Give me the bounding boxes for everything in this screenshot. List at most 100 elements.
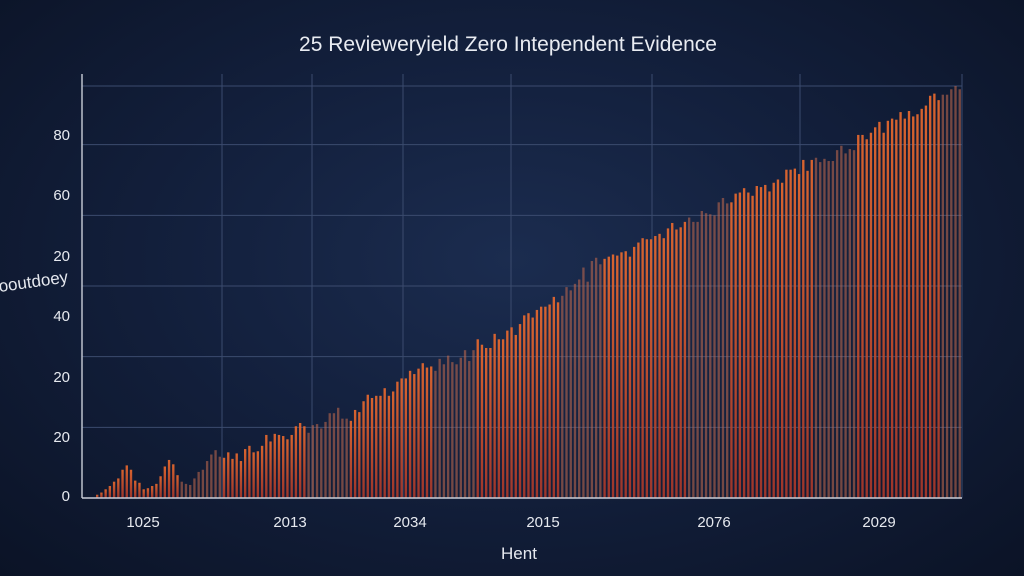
bar [400, 378, 403, 498]
x-tick-label: 2029 [862, 514, 895, 531]
bar [527, 313, 530, 498]
bar [624, 251, 627, 498]
bar [578, 279, 581, 498]
bar [455, 364, 458, 498]
bar [468, 361, 471, 498]
bar [937, 100, 940, 498]
bar [375, 395, 378, 498]
bar [848, 149, 851, 499]
bar [738, 192, 742, 498]
bar [654, 236, 657, 498]
bar [628, 256, 632, 498]
bar [607, 256, 610, 498]
bar [924, 105, 928, 498]
bar [789, 169, 792, 498]
bar [391, 391, 395, 498]
bar [518, 324, 522, 498]
bar [501, 339, 505, 498]
bar [814, 157, 818, 498]
x-tick-label: 2034 [393, 514, 426, 531]
bar [197, 471, 200, 498]
bar [552, 296, 556, 498]
bar [747, 192, 750, 498]
bar [387, 395, 391, 498]
bar [709, 214, 712, 498]
bar [933, 93, 936, 499]
bar [134, 480, 137, 498]
bar [459, 357, 462, 498]
bar [514, 334, 517, 498]
bar [324, 421, 327, 498]
bar [497, 339, 501, 498]
bar [802, 159, 805, 499]
bar [586, 281, 589, 498]
bar [142, 489, 145, 498]
bar [857, 134, 860, 499]
bar [163, 466, 167, 498]
bar [506, 330, 509, 498]
bar [489, 347, 492, 498]
bar [485, 347, 488, 498]
bar [430, 366, 433, 498]
bar [556, 302, 560, 498]
bar [666, 228, 670, 498]
bar [121, 469, 124, 498]
bar [844, 153, 847, 498]
bar [687, 217, 691, 499]
bar [269, 441, 272, 498]
bar [764, 184, 767, 499]
bar [379, 395, 382, 498]
bar [328, 413, 331, 498]
bar [662, 238, 665, 498]
x-axis-label: Hent [501, 544, 537, 563]
bar [958, 89, 961, 498]
bar [730, 202, 733, 498]
y-tick-label: 20 [53, 248, 70, 265]
bar [282, 436, 285, 498]
bar [294, 426, 298, 498]
bar [903, 118, 906, 499]
bar [523, 315, 526, 498]
bar [772, 182, 775, 498]
bar [138, 482, 141, 498]
bar [277, 434, 281, 498]
y-tick-label: 20 [53, 429, 70, 446]
bar [941, 94, 945, 498]
bar [303, 426, 306, 498]
bar [620, 252, 623, 498]
bar [108, 486, 112, 498]
bar [603, 258, 606, 498]
bar [493, 333, 496, 498]
bar [759, 187, 763, 498]
bar [96, 494, 99, 498]
bar [184, 483, 188, 498]
y-axis-label: Cooutdoey [0, 267, 70, 297]
bar [425, 367, 429, 498]
bar [683, 221, 687, 498]
bar [882, 132, 885, 499]
bar [298, 422, 302, 498]
y-tick-label: 0 [62, 488, 70, 505]
y-tick-label: 80 [53, 127, 70, 144]
y-tick-labels: 0 20 20 40 20 60 80 [53, 127, 70, 505]
bar [531, 317, 534, 498]
bar [776, 179, 780, 499]
x-tick-labels: 1025 2013 2034 2015 2076 2029 [126, 514, 895, 531]
bars-layer [96, 86, 961, 499]
bar [510, 327, 513, 498]
bar [582, 267, 585, 498]
bar [480, 344, 484, 498]
y-tick-label: 20 [53, 369, 70, 386]
bar [155, 483, 158, 498]
bar [265, 434, 268, 498]
bar [476, 339, 479, 498]
bar [780, 182, 784, 498]
bar [895, 119, 898, 498]
bar [227, 452, 230, 498]
bar [353, 409, 357, 498]
bar [544, 306, 547, 498]
bar [696, 221, 699, 498]
bar [290, 434, 293, 498]
bar [637, 242, 640, 498]
